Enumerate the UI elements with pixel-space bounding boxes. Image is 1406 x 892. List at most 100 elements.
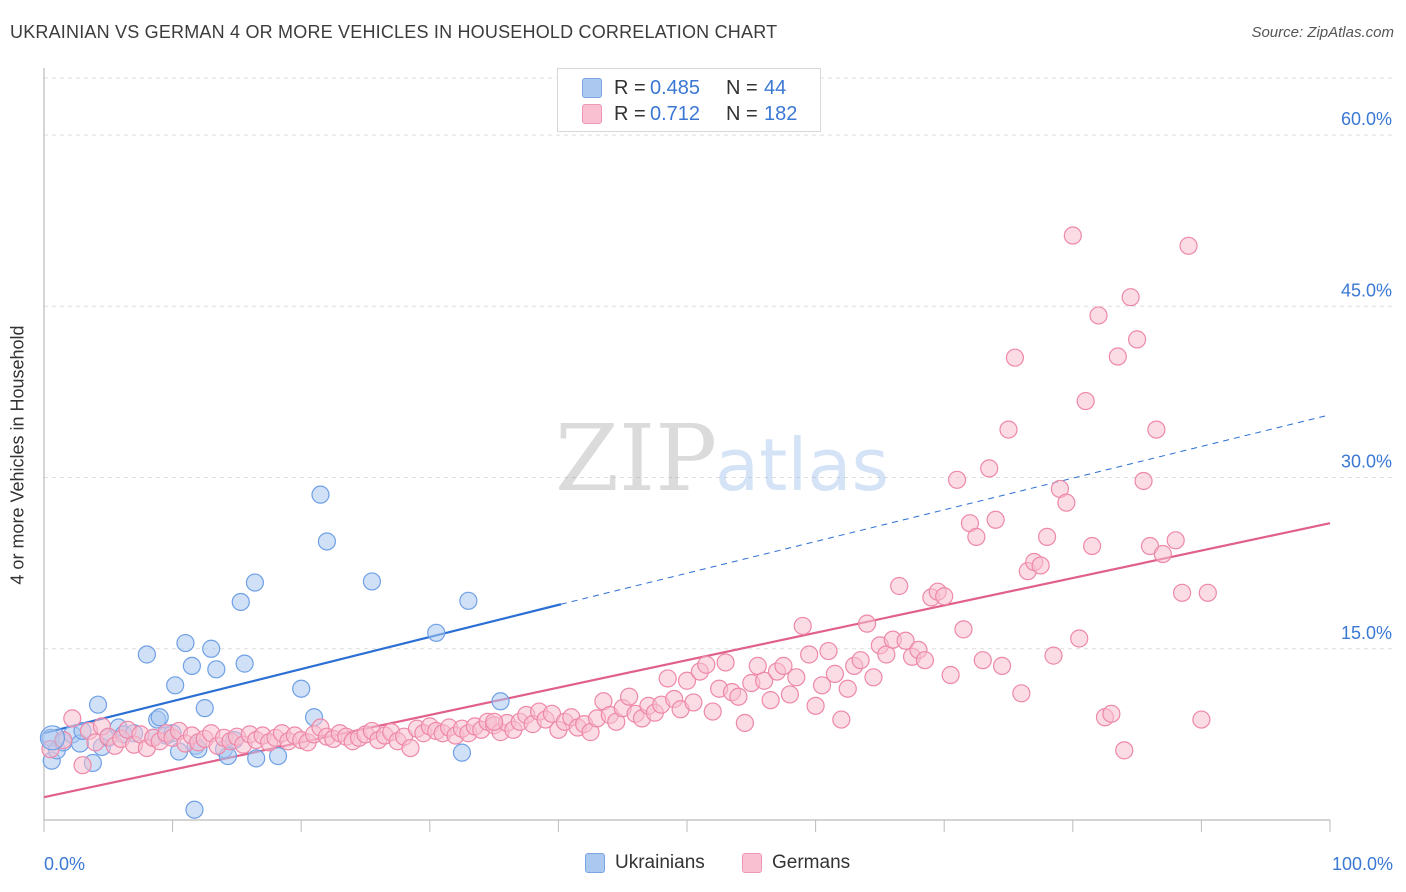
data-point — [832, 710, 851, 729]
data-point — [697, 655, 716, 674]
data-point — [1108, 347, 1127, 366]
data-point — [729, 687, 748, 706]
data-point — [235, 654, 254, 673]
legend-n-value: 44 — [764, 77, 787, 99]
data-point — [787, 668, 806, 687]
data-point — [973, 651, 992, 670]
data-point — [1005, 348, 1025, 367]
data-point — [793, 616, 812, 636]
legend-r-label: R = — [614, 77, 646, 99]
data-point — [459, 591, 478, 610]
data-point — [491, 692, 510, 711]
y-tick-label: 30.0% — [1341, 452, 1392, 472]
y-tick-label: 15.0% — [1341, 623, 1392, 643]
legend-n-label: N = — [726, 77, 758, 99]
data-point — [935, 587, 954, 606]
data-point — [1198, 583, 1217, 602]
series-label-ukrainians: Ukrainians — [615, 852, 705, 873]
data-point — [176, 633, 195, 653]
data-point — [780, 685, 799, 704]
data-point — [1070, 629, 1089, 648]
legend-n-label: N = — [726, 103, 758, 125]
data-point — [941, 665, 960, 685]
data-point — [88, 695, 108, 714]
data-point — [947, 470, 967, 489]
series-swatch-ukrainians — [585, 853, 605, 873]
data-point — [292, 679, 311, 698]
data-point — [245, 573, 265, 592]
data-point — [806, 696, 825, 715]
data-point — [857, 614, 877, 633]
data-point — [1121, 288, 1140, 307]
data-point — [1082, 536, 1102, 556]
data-point — [268, 746, 288, 766]
data-point — [864, 668, 883, 687]
data-point — [1057, 493, 1076, 512]
data-point — [231, 592, 250, 612]
data-point — [1166, 531, 1185, 550]
data-point — [1140, 536, 1160, 556]
data-point — [1089, 306, 1108, 325]
data-point — [311, 485, 330, 504]
data-point — [427, 623, 446, 642]
y-tick-label: 60.0% — [1341, 109, 1392, 129]
data-point — [166, 676, 185, 695]
series-label-germans: Germans — [772, 852, 851, 873]
data-point — [485, 712, 504, 731]
data-point — [890, 576, 909, 596]
data-point — [774, 656, 793, 675]
gridlines — [44, 77, 1392, 650]
data-point — [185, 800, 204, 819]
data-point — [735, 713, 754, 733]
data-point — [658, 669, 677, 688]
legend-n-value: 182 — [764, 103, 798, 125]
legend-r-value: 0.712 — [650, 103, 701, 125]
data-point — [915, 651, 935, 670]
legend-r-label: R = — [614, 103, 646, 125]
data-point — [1153, 544, 1172, 564]
data-point — [1192, 710, 1211, 729]
data-point — [954, 620, 973, 639]
data-point — [317, 532, 337, 551]
data-point — [1063, 226, 1082, 245]
watermark-zip: ZIP — [555, 405, 717, 512]
tick-labels: 15.0% 30.0% 45.0% 60.0% 0.0% 100.0% — [44, 109, 1393, 874]
data-point — [800, 645, 819, 664]
data-point — [1147, 420, 1166, 439]
chart-title: UKRAINIAN VS GERMAN 4 OR MORE VEHICLES I… — [10, 22, 778, 42]
data-point — [39, 725, 66, 751]
data-point — [150, 708, 169, 727]
data-point — [1102, 704, 1121, 723]
data-point — [716, 653, 735, 672]
data-point — [182, 656, 201, 675]
source-note: Source: ZipAtlas.com — [1251, 24, 1394, 41]
data-point — [1134, 471, 1153, 491]
data-point — [620, 687, 639, 706]
data-point — [1037, 527, 1057, 546]
x-tick-label: 100.0% — [1332, 854, 1393, 874]
series-germans — [41, 226, 1217, 775]
data-point — [677, 671, 697, 690]
data-point — [63, 709, 82, 728]
data-point — [1115, 741, 1134, 760]
data-point — [195, 699, 214, 718]
data-point — [1173, 583, 1192, 602]
series-legend: Ukrainians Germans — [0, 851, 1406, 879]
data-point — [703, 702, 722, 721]
axes — [43, 68, 1331, 832]
x-tick-label: 0.0% — [44, 854, 85, 874]
data-point — [896, 631, 915, 650]
data-point — [202, 639, 221, 658]
legend-r-value: 0.485 — [650, 77, 701, 99]
watermark: ZIP atlas — [555, 405, 889, 512]
data-point — [851, 651, 870, 670]
data-point — [999, 420, 1018, 439]
data-point — [761, 691, 780, 710]
series-ukrainians — [41, 485, 510, 819]
legend-swatch-ukrainians — [582, 78, 602, 98]
data-point — [207, 660, 226, 679]
data-point — [825, 664, 844, 683]
data-point — [362, 572, 382, 591]
legend-row-germans: R = 0.712 N = 182 — [558, 101, 820, 127]
